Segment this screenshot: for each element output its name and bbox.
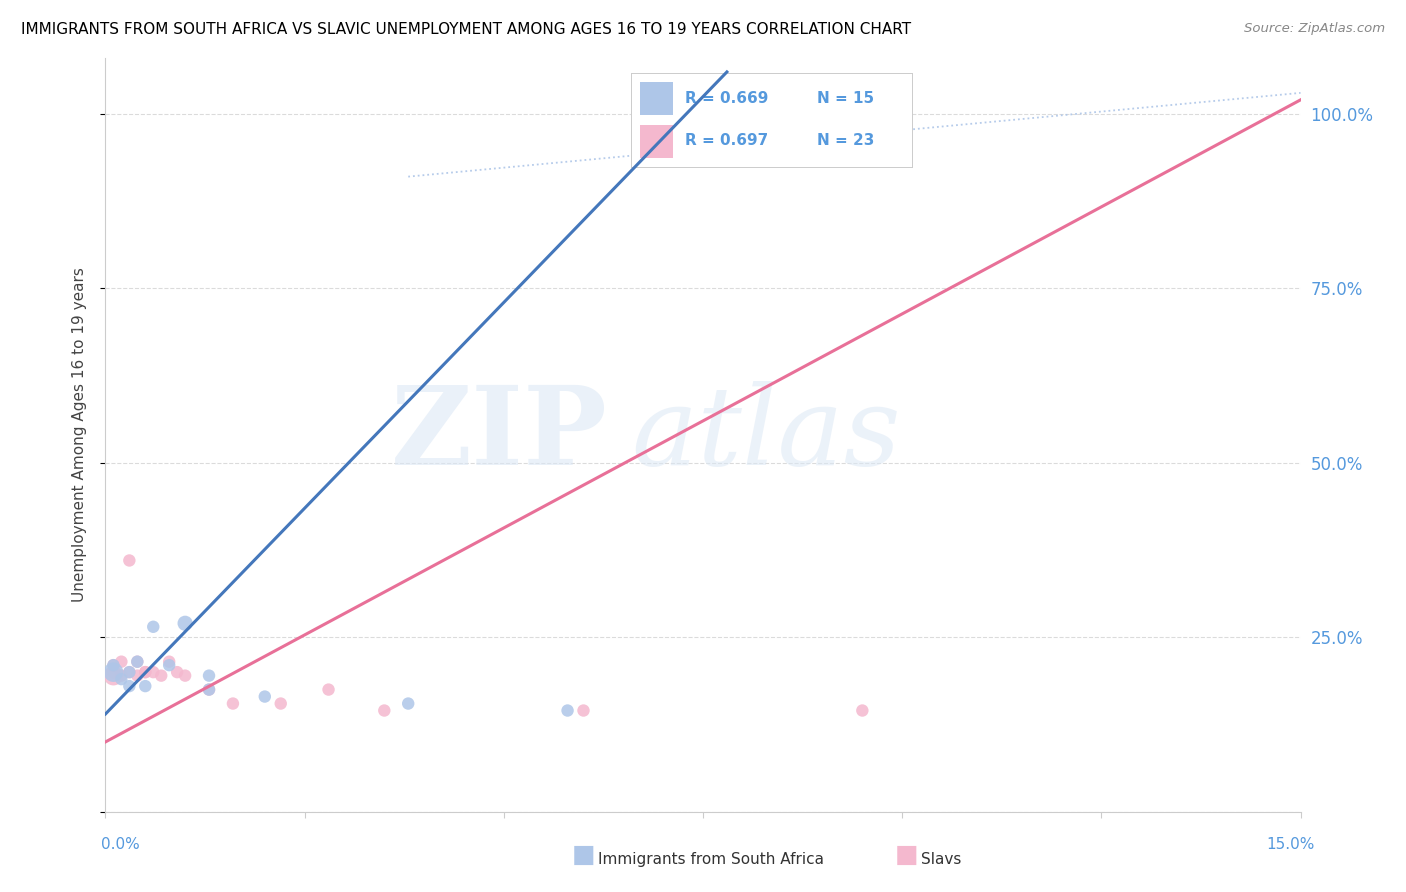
Point bbox=[166, 665, 188, 680]
Point bbox=[198, 682, 221, 697]
Point bbox=[142, 620, 165, 634]
Point bbox=[134, 665, 156, 680]
Point bbox=[103, 658, 125, 673]
Text: Slavs: Slavs bbox=[921, 852, 962, 867]
Point bbox=[157, 658, 180, 673]
Text: ■: ■ bbox=[572, 843, 595, 867]
Point bbox=[127, 655, 149, 669]
Point bbox=[134, 665, 156, 680]
Point bbox=[270, 697, 292, 711]
Point bbox=[157, 655, 180, 669]
Y-axis label: Unemployment Among Ages 16 to 19 years: Unemployment Among Ages 16 to 19 years bbox=[72, 268, 87, 602]
Text: ZIP: ZIP bbox=[391, 382, 607, 488]
Point bbox=[134, 679, 156, 693]
Point bbox=[373, 704, 395, 718]
Point bbox=[127, 668, 149, 682]
Point bbox=[103, 658, 125, 673]
Point bbox=[103, 668, 125, 682]
Point bbox=[118, 665, 141, 680]
Point bbox=[142, 665, 165, 680]
Point bbox=[118, 665, 141, 680]
Point bbox=[198, 682, 221, 697]
Text: 15.0%: 15.0% bbox=[1267, 837, 1315, 852]
Point bbox=[110, 655, 132, 669]
Point bbox=[127, 655, 149, 669]
Point bbox=[396, 697, 419, 711]
Text: Immigrants from South Africa: Immigrants from South Africa bbox=[598, 852, 824, 867]
Text: Source: ZipAtlas.com: Source: ZipAtlas.com bbox=[1244, 22, 1385, 36]
Text: ■: ■ bbox=[896, 843, 918, 867]
Point bbox=[103, 665, 125, 680]
Text: 0.0%: 0.0% bbox=[101, 837, 141, 852]
Point bbox=[557, 704, 579, 718]
Point bbox=[110, 672, 132, 686]
Text: IMMIGRANTS FROM SOUTH AFRICA VS SLAVIC UNEMPLOYMENT AMONG AGES 16 TO 19 YEARS CO: IMMIGRANTS FROM SOUTH AFRICA VS SLAVIC U… bbox=[21, 22, 911, 37]
Text: atlas: atlas bbox=[631, 381, 901, 489]
Point bbox=[118, 679, 141, 693]
Point bbox=[150, 668, 173, 682]
Point bbox=[253, 690, 276, 704]
Point bbox=[851, 704, 873, 718]
Point bbox=[174, 616, 197, 631]
Point bbox=[174, 668, 197, 682]
Point bbox=[110, 668, 132, 682]
Point bbox=[572, 704, 595, 718]
Point bbox=[198, 668, 221, 682]
Point bbox=[103, 665, 125, 680]
Point bbox=[318, 682, 340, 697]
Point bbox=[222, 697, 245, 711]
Point bbox=[118, 553, 141, 567]
